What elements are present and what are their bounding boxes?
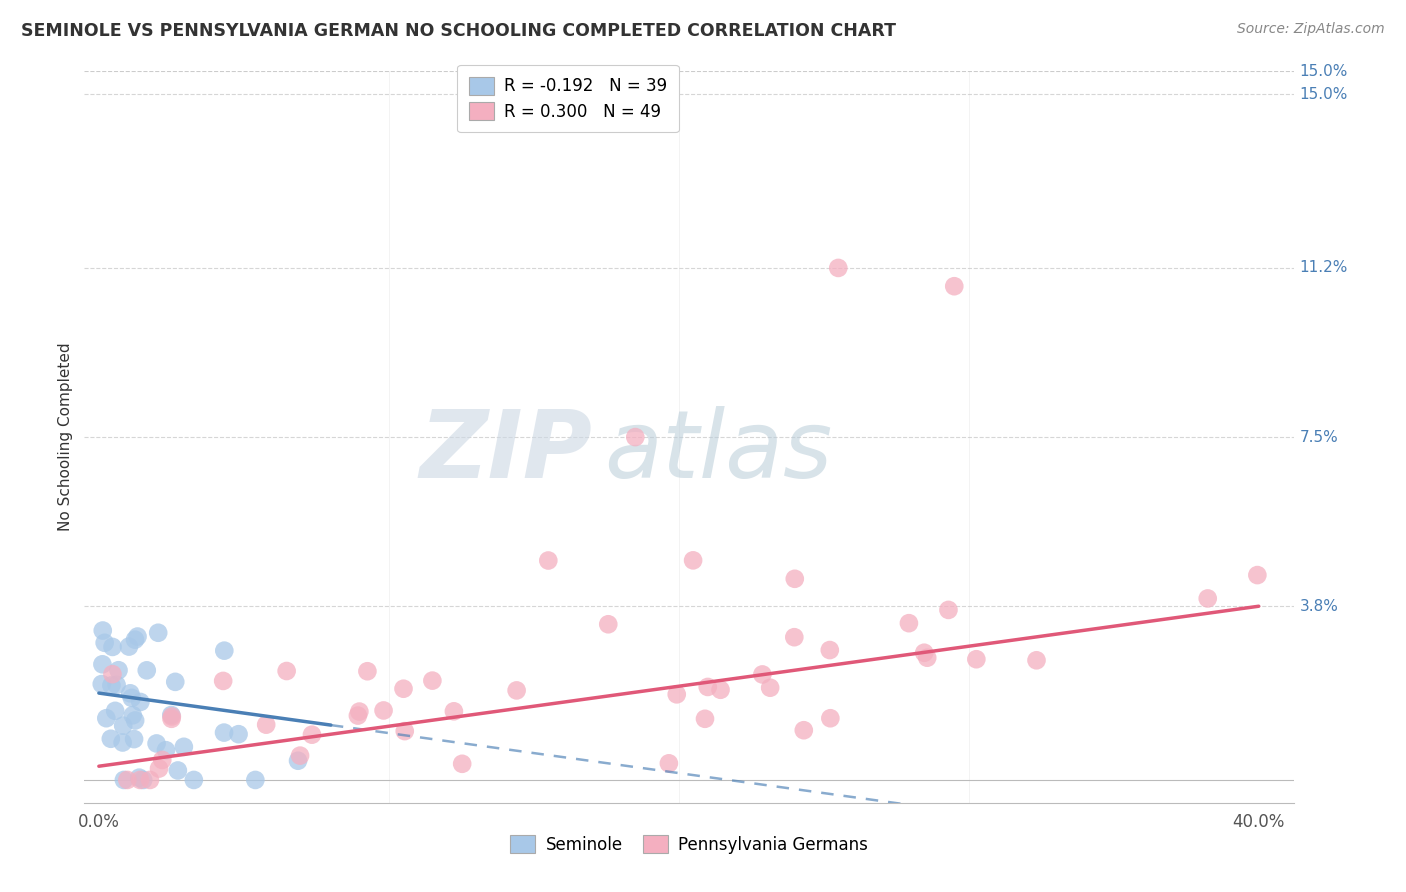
Point	[167, 764, 190, 778]
Point	[118, 640, 141, 654]
Point	[91, 624, 114, 638]
Point	[349, 705, 371, 719]
Point	[818, 643, 841, 657]
Point	[1025, 653, 1047, 667]
Point	[117, 772, 139, 787]
Point	[276, 664, 298, 678]
Point	[148, 762, 170, 776]
Point	[135, 663, 157, 677]
Point	[139, 772, 162, 787]
Point	[129, 695, 152, 709]
Point	[347, 708, 370, 723]
Point	[394, 724, 416, 739]
Point	[287, 754, 309, 768]
Point	[96, 711, 118, 725]
Point	[100, 731, 122, 746]
Point	[709, 682, 731, 697]
Point	[392, 681, 415, 696]
Point	[451, 756, 474, 771]
Point	[598, 617, 620, 632]
Point	[160, 712, 183, 726]
Y-axis label: No Schooling Completed: No Schooling Completed	[58, 343, 73, 532]
Point	[93, 636, 115, 650]
Point	[112, 772, 135, 787]
Point	[624, 430, 647, 444]
Point	[912, 646, 935, 660]
Point	[254, 717, 277, 731]
Text: SEMINOLE VS PENNSYLVANIA GERMAN NO SCHOOLING COMPLETED CORRELATION CHART: SEMINOLE VS PENNSYLVANIA GERMAN NO SCHOO…	[21, 22, 896, 40]
Point	[422, 673, 444, 688]
Point	[245, 772, 267, 787]
Point	[537, 553, 560, 567]
Point	[105, 678, 128, 692]
Point	[165, 674, 187, 689]
Point	[104, 704, 127, 718]
Text: Source: ZipAtlas.com: Source: ZipAtlas.com	[1237, 22, 1385, 37]
Point	[160, 708, 183, 723]
Point	[783, 630, 806, 644]
Point	[696, 680, 718, 694]
Text: 7.5%: 7.5%	[1299, 430, 1339, 444]
Point	[212, 673, 235, 688]
Point	[965, 652, 987, 666]
Point	[1197, 591, 1219, 606]
Text: ZIP: ZIP	[419, 406, 592, 498]
Point	[212, 725, 235, 739]
Point	[90, 677, 112, 691]
Point	[101, 667, 124, 681]
Point	[100, 678, 122, 692]
Point	[228, 727, 250, 741]
Point	[111, 735, 134, 749]
Point	[1246, 568, 1268, 582]
Point	[127, 630, 149, 644]
Point	[505, 683, 527, 698]
Text: 15.0%: 15.0%	[1299, 87, 1348, 102]
Point	[183, 772, 205, 787]
Point	[120, 686, 142, 700]
Point	[897, 616, 920, 631]
Point	[128, 771, 150, 785]
Point	[443, 704, 465, 718]
Point	[122, 732, 145, 747]
Point	[751, 667, 773, 681]
Point	[288, 748, 311, 763]
Point	[693, 712, 716, 726]
Point	[160, 709, 183, 723]
Point	[783, 572, 806, 586]
Legend: Seminole, Pennsylvania Germans: Seminole, Pennsylvania Germans	[503, 829, 875, 860]
Point	[658, 756, 681, 771]
Point	[112, 719, 135, 733]
Point	[373, 703, 395, 717]
Point	[682, 553, 704, 567]
Point	[915, 650, 938, 665]
Point	[129, 772, 152, 787]
Point	[214, 643, 236, 657]
Point	[793, 723, 815, 738]
Point	[101, 640, 124, 654]
Point	[356, 665, 378, 679]
Point	[759, 681, 782, 695]
Point	[124, 632, 146, 647]
Point	[938, 603, 960, 617]
Point	[148, 625, 170, 640]
Text: 15.0%: 15.0%	[1299, 64, 1348, 78]
Point	[132, 772, 155, 787]
Point	[943, 279, 966, 293]
Text: atlas: atlas	[605, 406, 832, 497]
Point	[827, 260, 849, 275]
Text: 11.2%: 11.2%	[1299, 260, 1348, 276]
Point	[121, 708, 143, 723]
Point	[107, 663, 129, 677]
Point	[124, 714, 146, 728]
Point	[91, 657, 114, 672]
Point	[121, 690, 143, 705]
Text: 3.8%: 3.8%	[1299, 599, 1339, 614]
Point	[820, 711, 842, 725]
Point	[155, 743, 177, 757]
Point	[665, 687, 688, 701]
Point	[301, 728, 323, 742]
Point	[150, 753, 173, 767]
Point	[145, 736, 167, 750]
Point	[173, 739, 195, 754]
